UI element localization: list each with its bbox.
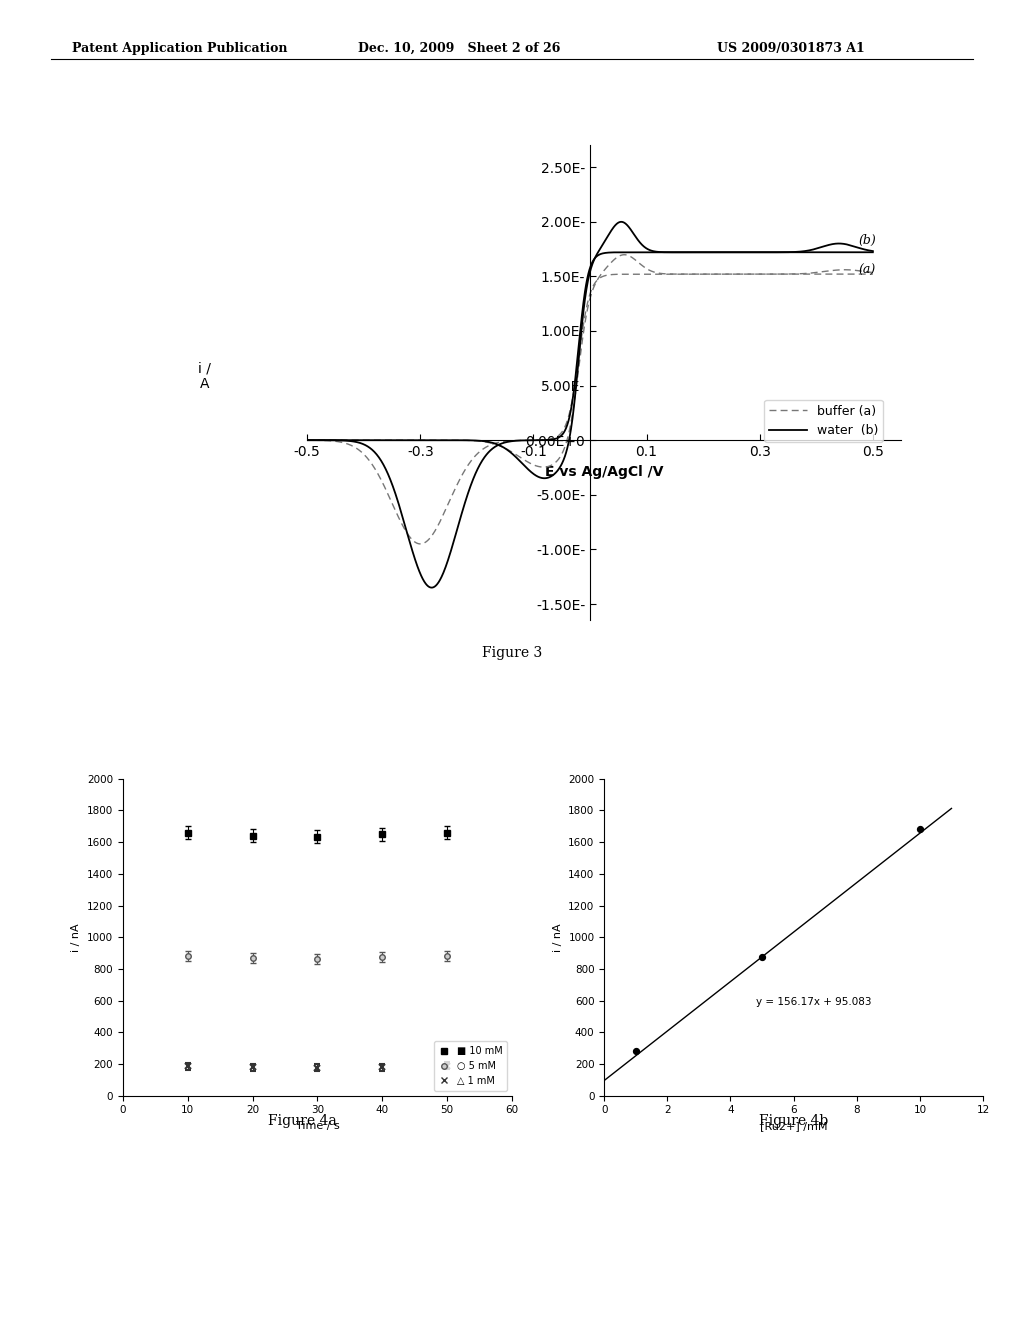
Y-axis label: i / nA: i / nA — [72, 923, 81, 952]
X-axis label: Time / s: Time / s — [296, 1121, 339, 1131]
Text: Dec. 10, 2009   Sheet 2 of 26: Dec. 10, 2009 Sheet 2 of 26 — [358, 42, 561, 55]
Text: Patent Application Publication: Patent Application Publication — [72, 42, 287, 55]
Text: i /
A: i / A — [199, 362, 211, 391]
Legend: ■ 10 mM, ○ 5 mM, △ 1 mM: ■ 10 mM, ○ 5 mM, △ 1 mM — [434, 1041, 507, 1090]
Legend: buffer (a), water  (b): buffer (a), water (b) — [764, 400, 883, 442]
Text: US 2009/0301873 A1: US 2009/0301873 A1 — [717, 42, 864, 55]
X-axis label: [Ru2+] /mM: [Ru2+] /mM — [760, 1121, 827, 1131]
Text: (b): (b) — [859, 234, 877, 247]
Point — [911, 818, 928, 840]
Point — [754, 946, 770, 968]
Text: (a): (a) — [859, 264, 876, 277]
Point — [628, 1040, 644, 1061]
Y-axis label: i / nA: i / nA — [553, 923, 562, 952]
Text: Figure 3: Figure 3 — [482, 647, 542, 660]
Text: y = 156.17x + 95.083: y = 156.17x + 95.083 — [756, 998, 871, 1007]
Text: Figure 4b: Figure 4b — [759, 1114, 828, 1127]
Text: Figure 4a: Figure 4a — [267, 1114, 337, 1127]
X-axis label: E vs Ag/AgCl /V: E vs Ag/AgCl /V — [545, 465, 664, 479]
